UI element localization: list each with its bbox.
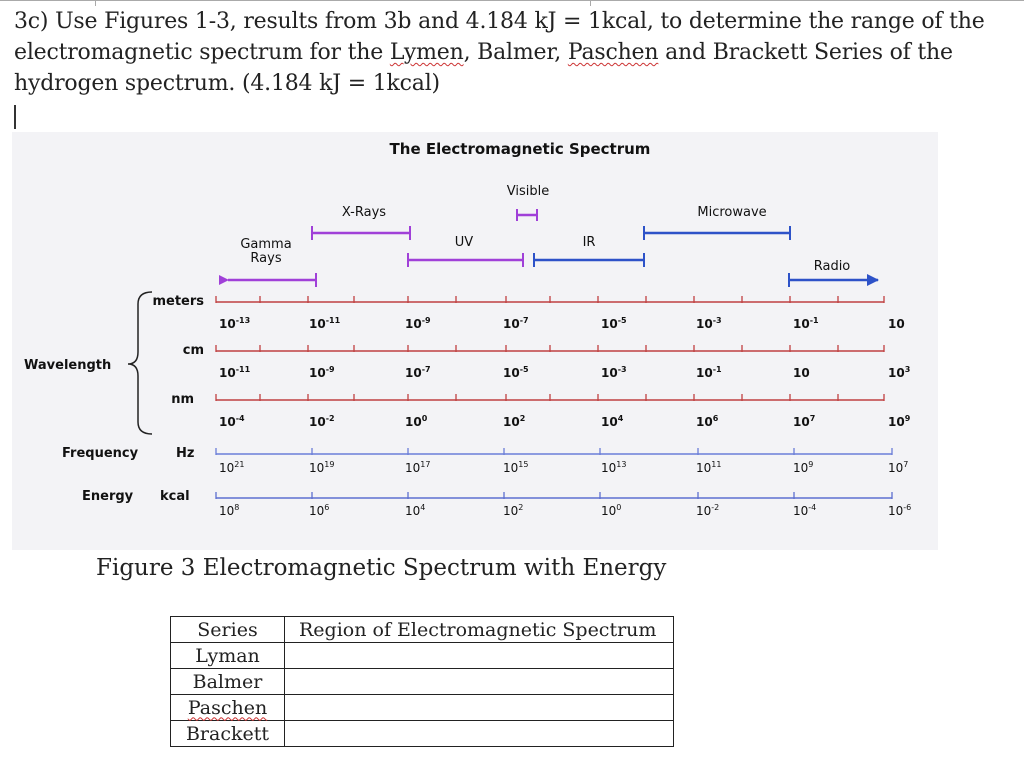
kcal-tick-label: 108 (219, 503, 239, 518)
series-name: Balmer (170, 668, 285, 695)
meters-label: meters (152, 294, 204, 309)
hz-tick-label: 109 (793, 460, 813, 475)
gamma-range-bar (219, 273, 317, 287)
nm-tick-label: 100 (405, 414, 428, 429)
kcal-tick-label: 106 (309, 503, 329, 518)
nm-tick-label: 109 (888, 414, 911, 429)
nm-tick-label: 107 (793, 414, 815, 429)
spellcheck-word-lymen: Lymen (389, 40, 464, 65)
nm-tick-label: 10-4 (219, 414, 245, 429)
page-top-rule (0, 0, 1024, 1)
figure-title: The Electromagnetic Spectrum (390, 140, 651, 158)
question-text[interactable]: 3c) Use Figures 1-3, results from 3b and… (14, 6, 1014, 99)
region-cell[interactable] (284, 642, 674, 669)
region-label-gamma: Gamma (240, 237, 291, 252)
question-part-1: 3c) Use Figures 1-3, results from 3b and… (14, 9, 985, 65)
nm-tick-label: 104 (601, 414, 624, 429)
cm-tick-label: 10-5 (503, 365, 529, 380)
uv-range-bar (407, 253, 524, 267)
region-label-uv: UV (455, 235, 474, 250)
kcal-tick-label: 10-6 (888, 503, 911, 518)
visible-range-bar (516, 209, 538, 221)
header-region: Region of Electromagnetic Spectrum (284, 616, 674, 643)
nm-tick-label: 106 (696, 414, 719, 429)
region-label-gamma-rays: Rays (250, 251, 281, 266)
series-name: Brackett (170, 720, 285, 747)
header-series: Series (170, 616, 285, 643)
hz-tick-label: 1019 (309, 460, 334, 475)
region-label-radio: Radio (814, 259, 851, 274)
meters-tick-label: 10-3 (696, 316, 722, 331)
kcal-tick-label: 104 (405, 503, 425, 518)
series-table: Series Region of Electromagnetic Spectru… (170, 616, 674, 747)
question-part-2: , Balmer, (463, 40, 568, 65)
radio-range-bar (788, 273, 879, 287)
region-cell[interactable] (284, 694, 674, 721)
kcal-tick-label: 100 (601, 503, 621, 518)
meters-tick-label: 10 (888, 317, 905, 331)
kcal-tick-label: 10-4 (793, 503, 816, 518)
meters-tick-label: 10-5 (601, 316, 627, 331)
nm-label: nm (171, 392, 194, 407)
kcal-tick-label: 102 (503, 503, 523, 518)
series-name: Lyman (170, 642, 285, 669)
hz-tick-label: 1017 (405, 460, 430, 475)
cm-label: cm (183, 343, 204, 358)
em-spectrum-figure: The Electromagnetic Spectrum Gamma Rays … (12, 132, 938, 550)
cm-tick-label: 10-1 (696, 365, 722, 380)
table-row: Paschen (170, 694, 674, 721)
xrays-range-bar (311, 226, 411, 240)
spellcheck-word-paschen: Paschen (187, 696, 268, 719)
series-name: Paschen (170, 694, 285, 721)
table-cell-divider (95, 0, 96, 6)
cm-tick-label: 10-9 (309, 365, 335, 380)
hz-label: Hz (176, 446, 194, 461)
text-cursor (14, 105, 16, 129)
region-cell[interactable] (284, 668, 674, 695)
figure-caption: Figure 3 Electromagnetic Spectrum with E… (96, 555, 667, 581)
cm-tick-label: 103 (888, 365, 910, 380)
hz-tick-label: 1021 (219, 460, 244, 475)
wavelength-brace (127, 291, 153, 435)
kcal-label: kcal (160, 489, 190, 504)
ir-range-bar (533, 253, 645, 267)
meters-tick-label: 10-13 (219, 316, 250, 331)
kcal-tick-label: 10-2 (696, 503, 719, 518)
region-label-microwave: Microwave (697, 205, 766, 220)
meters-tick-label: 10-9 (405, 316, 431, 331)
table-row: Balmer (170, 668, 674, 695)
cm-tick-label: 10-7 (405, 365, 431, 380)
wavelength-label: Wavelength (24, 358, 111, 373)
table-header-row: Series Region of Electromagnetic Spectru… (170, 616, 674, 643)
em-spectrum-svg: The Electromagnetic Spectrum Gamma Rays … (24, 140, 911, 518)
meters-tick-label: 10-7 (503, 316, 529, 331)
energy-label: Energy (82, 489, 134, 504)
meters-tick-label: 10-11 (309, 316, 341, 331)
question-part-3: and Brackett Series of the hydrogen spec… (14, 40, 953, 96)
region-label-visible: Visible (507, 184, 549, 199)
region-cell[interactable] (284, 720, 674, 747)
table-row: Lyman (170, 642, 674, 669)
frequency-label: Frequency (62, 446, 139, 461)
meters-tick-label: 10-1 (793, 316, 819, 331)
table-row: Brackett (170, 720, 674, 747)
hz-tick-label: 1011 (696, 460, 721, 475)
microwave-range-bar (643, 226, 791, 240)
spellcheck-word-paschen: Paschen (567, 40, 659, 65)
region-label-ir: IR (583, 235, 596, 250)
table-cell-divider (590, 0, 591, 6)
hz-tick-label: 1015 (503, 460, 528, 475)
region-label-xrays: X-Rays (342, 205, 386, 220)
hz-tick-label: 107 (888, 460, 908, 475)
cm-tick-label: 10 (793, 366, 810, 380)
nm-tick-label: 10-2 (309, 414, 335, 429)
nm-tick-label: 102 (503, 414, 525, 429)
cm-tick-label: 10-11 (219, 365, 251, 380)
hz-tick-label: 1013 (601, 460, 626, 475)
cm-tick-label: 10-3 (601, 365, 627, 380)
